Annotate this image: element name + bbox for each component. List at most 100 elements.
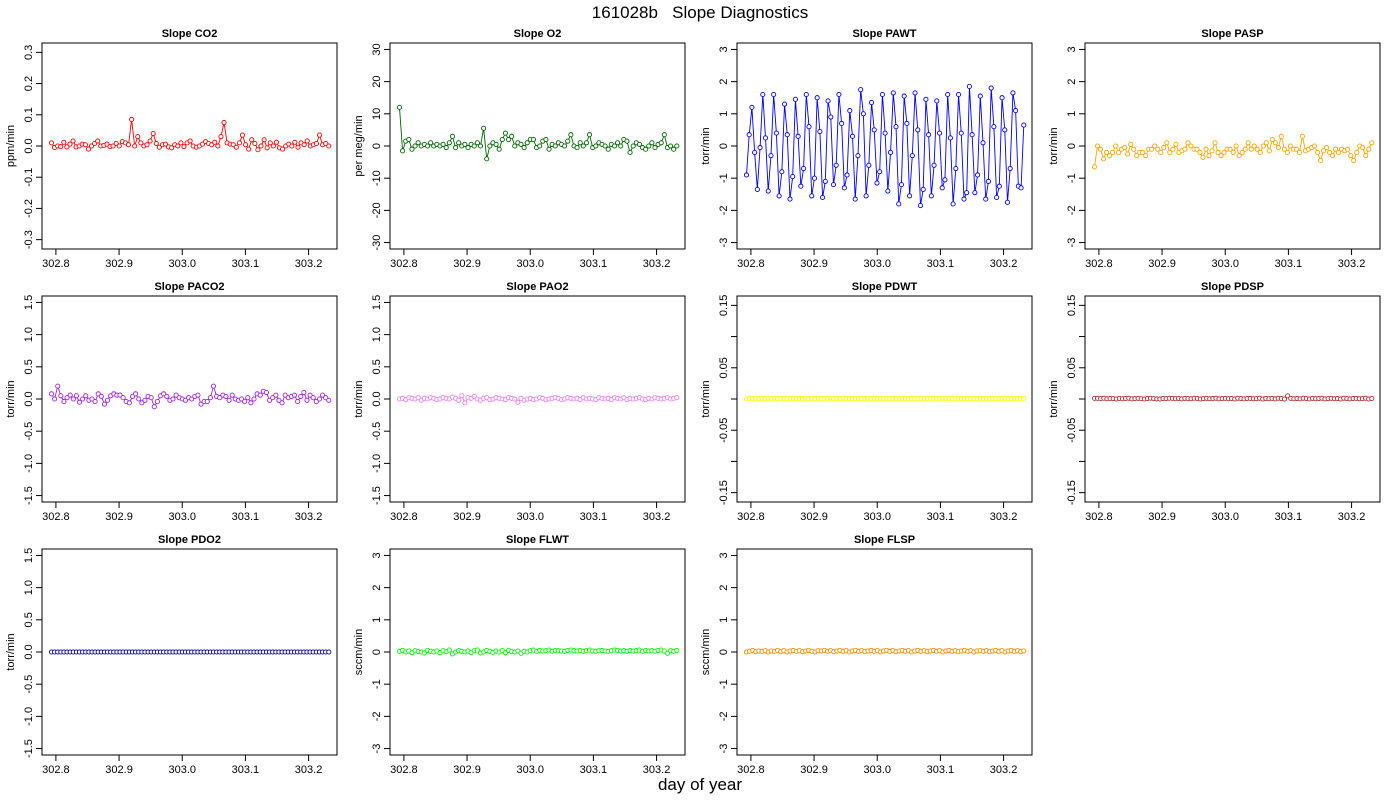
data-point (773, 130, 779, 136)
data-point (415, 140, 421, 146)
x-tick-label: 303.2 (643, 764, 671, 776)
data-point (577, 140, 583, 146)
data-point (1369, 140, 1375, 146)
data-point (806, 124, 812, 130)
data-point (505, 137, 512, 143)
x-tick-label: 302.9 (453, 764, 481, 776)
data-point (868, 100, 875, 106)
data-point (446, 140, 452, 146)
x-tick-label: 302.8 (390, 511, 418, 523)
data-point (1363, 153, 1369, 159)
data-point (1021, 122, 1027, 128)
data-point (784, 132, 790, 138)
panel-title: Slope PASP (1201, 28, 1263, 40)
data-point (1311, 143, 1318, 149)
y-tick-label: -1.0 (23, 454, 35, 473)
data-point (1110, 149, 1116, 155)
data-point (817, 128, 823, 135)
data-point (830, 182, 837, 188)
x-tick-label: 303.1 (1275, 511, 1303, 523)
x-tick-label: 302.8 (1085, 258, 1113, 270)
data-point (1209, 148, 1215, 154)
x-tick-label: 302.9 (800, 258, 828, 270)
data-point (849, 133, 856, 139)
data-point (652, 145, 658, 151)
data-point (1188, 143, 1194, 149)
y-tick-label: 0 (718, 143, 730, 149)
y-tick-label: 30 (371, 43, 383, 55)
data-point (537, 143, 543, 149)
data-point (757, 145, 763, 151)
data-point (1021, 395, 1027, 401)
data-point (320, 392, 326, 398)
data-point (798, 183, 804, 189)
data-point (1170, 146, 1176, 152)
data-point (1203, 146, 1209, 152)
data-point (273, 392, 279, 398)
data-point (1167, 149, 1173, 155)
data-point (236, 140, 242, 146)
y-tick-label: 3 (718, 46, 730, 52)
data-point (400, 148, 406, 154)
data-point (64, 395, 70, 401)
data-point (882, 130, 888, 136)
data-point (263, 390, 270, 396)
x-tick-label: 302.9 (1148, 258, 1176, 270)
y-tick-label: 1 (718, 111, 730, 117)
data-point (1239, 149, 1245, 155)
data-point (396, 104, 403, 110)
data-point (961, 196, 967, 202)
data-point (907, 193, 913, 199)
data-point (132, 143, 138, 149)
data-point (217, 395, 223, 401)
data-point (295, 399, 301, 405)
y-axis-label: torr/min (1048, 380, 1060, 417)
y-tick-label: 1.5 (23, 548, 35, 563)
data-point (239, 132, 246, 138)
x-tick-label: 303.2 (990, 764, 1018, 776)
x-tick-label: 302.8 (737, 764, 765, 776)
data-point (855, 153, 861, 159)
x-tick-label: 303.2 (990, 258, 1018, 270)
data-point (502, 130, 508, 136)
data-point (462, 400, 468, 406)
x-tick-label: 302.8 (390, 258, 418, 270)
data-point (801, 165, 807, 172)
x-tick-label: 303.2 (295, 764, 323, 776)
y-tick-label: 0.0 (23, 138, 35, 153)
x-tick-label: 303.0 (1211, 258, 1239, 270)
data-point (270, 395, 276, 401)
data-point (443, 145, 449, 151)
panel-title: Slope CO2 (162, 28, 218, 40)
panel-title: Slope PAWT (853, 28, 917, 40)
data-point (195, 392, 201, 398)
data-point (1284, 149, 1290, 155)
data-point (238, 396, 245, 402)
data-point (624, 138, 630, 144)
data-point (809, 193, 815, 199)
data-point (248, 400, 254, 406)
data-point (890, 90, 896, 96)
data-point (161, 391, 167, 397)
data-point (926, 132, 932, 138)
data-point (1287, 143, 1293, 149)
data-point (226, 397, 232, 403)
data-point (1278, 133, 1284, 139)
data-point (1281, 146, 1287, 152)
y-tick-label: -1 (718, 173, 730, 183)
data-point (428, 140, 434, 146)
data-point (825, 98, 831, 104)
data-point (771, 91, 777, 98)
data-point (871, 127, 877, 133)
data-point (1275, 145, 1281, 151)
data-point (574, 145, 580, 151)
x-tick-label: 303.0 (516, 511, 544, 523)
data-point (61, 139, 67, 145)
data-point (896, 201, 902, 207)
data-point (187, 138, 193, 144)
data-point (474, 140, 480, 146)
y-axis-label: sccm/min (700, 629, 712, 675)
data-point (1206, 153, 1212, 159)
data-point (291, 392, 298, 398)
